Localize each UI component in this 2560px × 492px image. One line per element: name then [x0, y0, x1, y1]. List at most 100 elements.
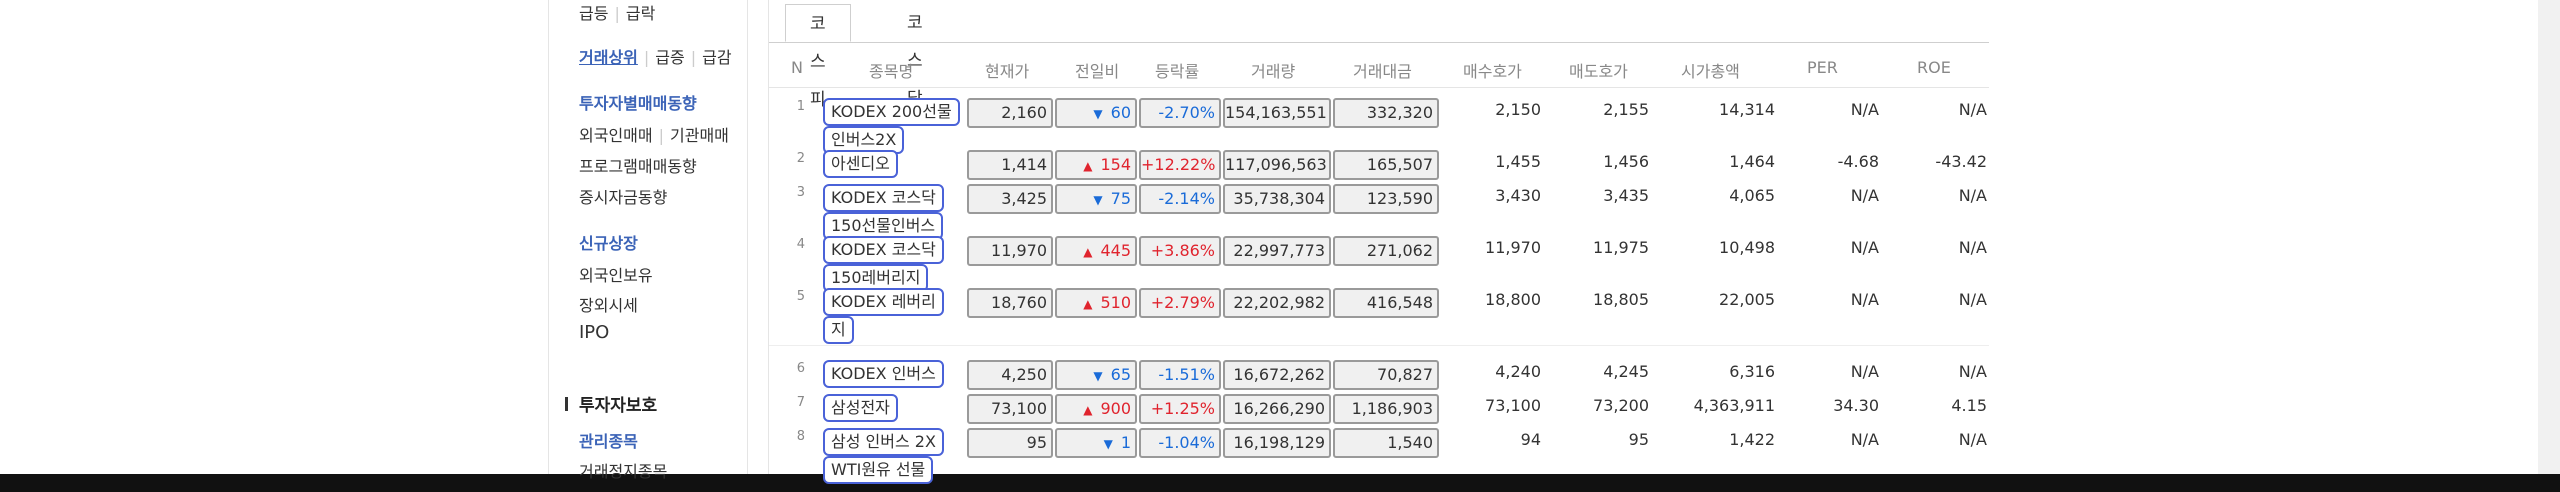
col-header-per[interactable]: PER [1807, 58, 1838, 77]
trade-volume: 117,096,563 [1223, 150, 1331, 180]
col-header-change[interactable]: 전일비 [1075, 62, 1120, 81]
change-rate: -2.70% [1139, 98, 1221, 128]
market-cap: 6,316 [1729, 362, 1775, 381]
trade-amount: 123,590 [1333, 184, 1439, 214]
ask-price: 18,805 [1593, 290, 1649, 309]
ask-price: 1,456 [1603, 152, 1649, 171]
row-number: 6 [796, 361, 805, 376]
trade-volume: 22,997,773 [1223, 236, 1331, 266]
sidebar-item-plunge[interactable]: 급락 [625, 4, 656, 23]
col-header-roe[interactable]: ROE [1917, 58, 1951, 77]
sidebar-item-suspended-stocks[interactable]: 거래정지종목 [579, 462, 668, 481]
market-cap: 14,314 [1719, 100, 1775, 119]
ask-price: 95 [1628, 430, 1649, 449]
stock-name-link[interactable]: 아센디오 [823, 150, 898, 178]
market-cap: 4,363,911 [1693, 396, 1775, 415]
stock-name-link[interactable]: KODEX 레버리 지 [823, 288, 944, 344]
stock-name-line[interactable]: WTI원유 선물 [823, 456, 934, 484]
sidebar-item-otc-price[interactable]: 장외시세 [579, 296, 638, 315]
stock-name-line[interactable]: KODEX 인버스 [823, 360, 944, 388]
sidebar: 급등 | 급락 거래상위 | 급증 | 급감 투자자별매매동향 외국인매매 | 기관매매 프로그… [548, 0, 748, 481]
trade-volume: 35,738,304 [1223, 184, 1331, 214]
bid-price: 18,800 [1485, 290, 1541, 309]
sidebar-item-foreign-trade[interactable]: 외국인매매 [579, 126, 653, 145]
bottom-bar [0, 474, 2560, 492]
trade-amount: 165,507 [1333, 150, 1439, 180]
col-header-rate[interactable]: 등락률 [1155, 62, 1200, 81]
market-cap: 1,464 [1729, 152, 1775, 171]
trade-volume: 16,266,290 [1223, 394, 1331, 424]
stock-name-line[interactable]: KODEX 코스닥 [823, 184, 944, 212]
stock-name-link[interactable]: 삼성전자 [823, 394, 898, 422]
trade-amount: 416,548 [1333, 288, 1439, 318]
stock-name-line[interactable]: 삼성전자 [823, 394, 898, 422]
change-amount: 75 [1110, 189, 1131, 208]
stock-name-line[interactable]: 150레버리지 [823, 264, 929, 292]
current-price: 18,760 [967, 288, 1053, 318]
sidebar-item-market-funds[interactable]: 증시자금동향 [579, 188, 668, 207]
stock-name-link[interactable]: KODEX 인버스 [823, 360, 944, 388]
sidebar-item-foreign-holding[interactable]: 외국인보유 [579, 266, 653, 285]
stock-name-link[interactable]: 삼성 인버스 2X WTI원유 선물 [823, 428, 944, 484]
change-value: ▼ 60 [1055, 98, 1137, 128]
stock-name-link[interactable]: KODEX 200선물 인버스2X [823, 98, 960, 154]
change-value: ▼ 75 [1055, 184, 1137, 214]
scrollbar-thumb[interactable] [2544, 0, 2554, 474]
arrow-down-icon: ▼ [1093, 369, 1103, 383]
stock-name-line[interactable]: KODEX 200선물 [823, 98, 960, 126]
group-divider [769, 345, 1989, 346]
sidebar-row-rise-fall: 급등 | 급락 [579, 4, 656, 23]
stock-name-link[interactable]: KODEX 코스닥 150레버리지 [823, 236, 944, 292]
market-cap: 10,498 [1719, 238, 1775, 257]
arrow-down-icon: ▼ [1103, 437, 1113, 451]
col-header-bid[interactable]: 매수호가 [1463, 62, 1522, 81]
tab-kospi[interactable]: 코스피 [785, 4, 851, 110]
change-value: ▲ 900 [1055, 394, 1137, 424]
sidebar-item-managed-stocks[interactable]: 관리종목 [579, 432, 638, 451]
sidebar-item-ipo[interactable]: IPO [579, 322, 610, 343]
stock-name-link[interactable]: KODEX 코스닥 150선물인버스 [823, 184, 944, 240]
stock-name-line[interactable]: KODEX 레버리 [823, 288, 944, 316]
sidebar-item-investor-trend[interactable]: 투자자별매매동향 [579, 94, 697, 113]
trade-volume: 16,672,262 [1223, 360, 1331, 390]
ask-price: 11,975 [1593, 238, 1649, 257]
change-rate: -2.14% [1139, 184, 1221, 214]
stock-name-line[interactable]: 삼성 인버스 2X [823, 428, 944, 456]
col-header-market-cap[interactable]: 시가총액 [1681, 62, 1740, 81]
vertical-scrollbar[interactable] [2538, 0, 2560, 474]
stock-name-line[interactable]: KODEX 코스닥 [823, 236, 944, 264]
row-number: 5 [796, 289, 805, 304]
roe-value: N/A [1958, 430, 1987, 449]
stock-name-line[interactable]: 150선물인버스 [823, 212, 944, 240]
current-price: 2,160 [967, 98, 1053, 128]
stock-name-line[interactable]: 아센디오 [823, 150, 898, 178]
bid-price: 11,970 [1485, 238, 1541, 257]
change-amount: 1 [1120, 433, 1131, 452]
sidebar-item-volume-surge[interactable]: 급증 [655, 48, 685, 67]
col-header-volume[interactable]: 거래량 [1251, 62, 1296, 81]
col-header-ask[interactable]: 매도호가 [1569, 62, 1628, 81]
per-value: N/A [1850, 186, 1879, 205]
col-header-price[interactable]: 현재가 [985, 62, 1030, 81]
per-value: 34.30 [1833, 396, 1879, 415]
stock-name-line[interactable]: 지 [823, 316, 854, 344]
sidebar-row-volume: 거래상위 | 급증 | 급감 [579, 48, 732, 67]
tab-kosdaq[interactable]: 코스닥 [907, 13, 923, 109]
sidebar-item-institution-trade[interactable]: 기관매매 [670, 126, 729, 145]
sidebar-item-surge[interactable]: 급등 [579, 4, 609, 23]
change-value: ▲ 154 [1055, 150, 1137, 180]
sidebar-row-foreign-institution: 외국인매매 | 기관매매 [579, 126, 729, 145]
sidebar-item-volume-drop[interactable]: 급감 [702, 48, 732, 67]
arrow-up-icon: ▲ [1083, 245, 1093, 259]
col-header-name[interactable]: 종목명 [869, 62, 914, 81]
change-value: ▲ 445 [1055, 236, 1137, 266]
sidebar-item-top-volume[interactable]: 거래상위 [579, 48, 638, 67]
change-amount: 60 [1110, 103, 1131, 122]
sidebar-item-new-listing[interactable]: 신규상장 [579, 234, 638, 253]
section-marker [565, 397, 568, 411]
col-header-amount[interactable]: 거래대금 [1353, 62, 1412, 81]
market-cap: 22,005 [1719, 290, 1775, 309]
sidebar-item-program-trade[interactable]: 프로그램매매동향 [579, 157, 697, 176]
row-number: 3 [796, 185, 805, 200]
current-price: 4,250 [967, 360, 1053, 390]
